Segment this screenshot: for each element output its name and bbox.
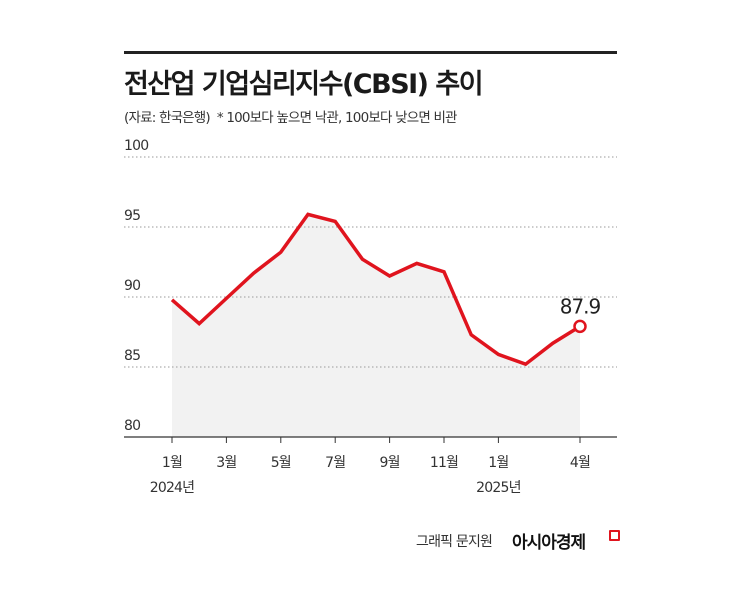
y-tick-label: 90	[124, 278, 140, 294]
area-fill	[172, 214, 580, 437]
chart-title: 전산업 기업심리지수(CBSI) 추이	[124, 69, 484, 100]
last-value-label: 87.9	[560, 294, 601, 318]
x-tick-label: 1월	[162, 455, 182, 471]
graphic-credit: 그래픽 문지원	[416, 534, 493, 550]
x-tick-label: 4월	[570, 455, 590, 471]
title-rule	[124, 51, 617, 54]
y-tick-label: 85	[124, 348, 140, 364]
x-tick-label: 9월	[380, 455, 400, 471]
brand-mark-icon	[609, 530, 620, 541]
chart-subtitle: (자료: 한국은행) * 100보다 높으면 낙관, 100보다 낮으면 비관	[124, 110, 457, 126]
series-line	[170, 212, 581, 367]
x-tick-label: 5월	[271, 455, 291, 471]
x-tick-label: 1월	[488, 455, 508, 471]
x-year-label: 2025년	[476, 480, 521, 496]
brand-logo: 아시아경제	[512, 533, 586, 553]
y-tick-label: 100	[124, 138, 148, 154]
last-data-point	[573, 319, 587, 334]
y-tick-label: 95	[124, 208, 140, 224]
x-tick-label: 11월	[430, 455, 458, 471]
y-tick-label: 80	[124, 418, 140, 434]
x-year-label: 2024년	[150, 480, 195, 496]
x-tick-label: 3월	[216, 455, 236, 471]
x-tick-label: 7월	[325, 455, 345, 471]
